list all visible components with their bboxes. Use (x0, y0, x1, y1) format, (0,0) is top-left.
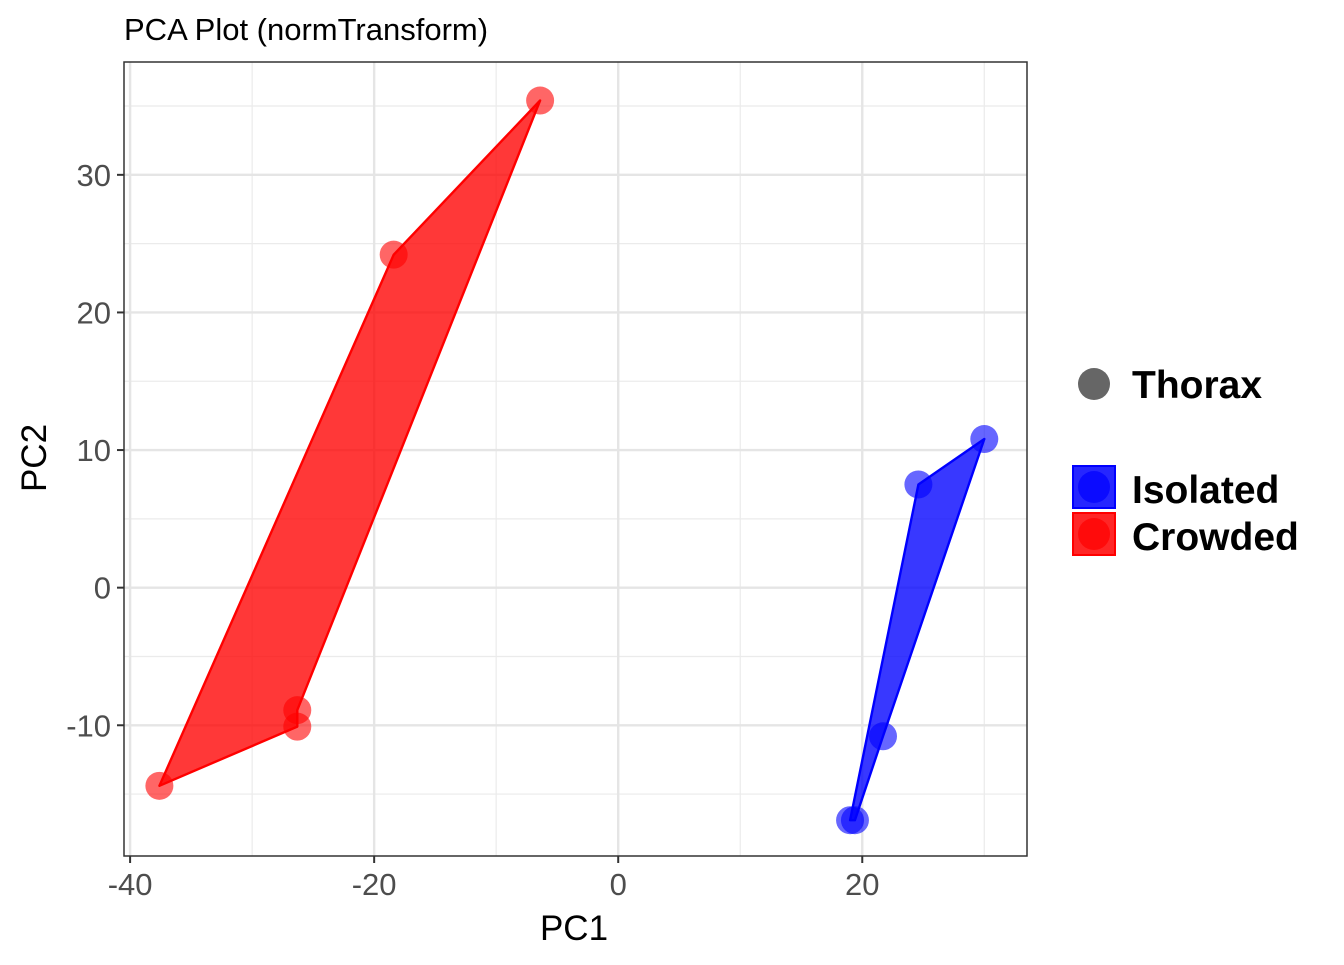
data-point-isolated (904, 470, 933, 499)
y-tick-label: 0 (94, 571, 111, 606)
data-point-crowded (145, 771, 174, 800)
legend-key-isolated-dot (1078, 471, 1110, 503)
legend-label-isolated: Isolated (1132, 469, 1279, 512)
legend-key-crowded-dot (1078, 518, 1110, 550)
y-tick-label: 30 (77, 158, 111, 193)
x-axis-title: PC1 (540, 909, 608, 948)
y-tick-label: 10 (77, 433, 111, 468)
y-axis-title: PC2 (15, 424, 54, 492)
legend: Thorax Isolated Crowded (1072, 364, 1299, 559)
legend-key-thorax (1078, 368, 1110, 400)
legend-label-thorax: Thorax (1132, 364, 1262, 407)
data-point-isolated (869, 722, 898, 751)
x-tick-label: -20 (352, 867, 397, 902)
legend-label-crowded: Crowded (1132, 516, 1299, 559)
chart-title: PCA Plot (normTransform) (124, 12, 488, 47)
data-point-crowded (526, 86, 555, 115)
y-tick-label: 20 (77, 295, 111, 330)
data-point-isolated (840, 806, 869, 835)
data-point-crowded (379, 240, 408, 269)
plot-area: -40 -20 0 20 -10 0 10 20 30 (66, 61, 1028, 902)
hull-crowded (158, 99, 542, 787)
x-tick-label: -40 (108, 867, 153, 902)
data-point-isolated (970, 425, 999, 454)
x-tick-label: 20 (845, 867, 879, 902)
data-point-crowded (283, 712, 312, 741)
y-tick-label: -10 (66, 708, 111, 743)
x-tick-label: 0 (610, 867, 627, 902)
panel-border (123, 61, 1028, 857)
